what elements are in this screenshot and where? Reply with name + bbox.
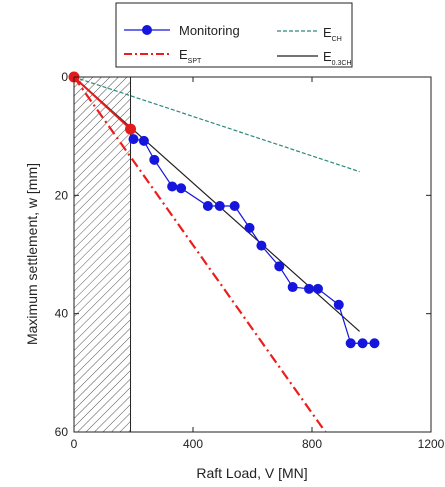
- legend-item-e-03ch: E0.3CH: [277, 49, 352, 67]
- y-axis-title: Maximum settlement, w [mm]: [24, 163, 40, 345]
- monitoring-point: [167, 181, 178, 192]
- monitoring-point: [138, 135, 149, 146]
- monitoring-point: [256, 240, 267, 251]
- monitoring-point: [149, 154, 160, 165]
- series-line-2: [74, 77, 360, 173]
- legend-e-spt-sub: SPT: [188, 58, 202, 65]
- x-tick-label: 400: [183, 437, 203, 451]
- legend: Monitoring ESPT ECH E0.3CH: [115, 2, 353, 68]
- monitoring-point: [345, 338, 356, 349]
- legend-e-spt-label: ESPT: [179, 47, 202, 65]
- legend-e-ch-sub: CH: [332, 36, 342, 43]
- x-axis-title: Raft Load, V [MN]: [196, 465, 307, 481]
- legend-e-ch-main: E: [323, 25, 332, 40]
- monitoring-point: [333, 299, 344, 310]
- monitoring-point: [176, 183, 187, 194]
- legend-e-ch-label: ECH: [323, 25, 342, 43]
- hatched-region-layer: [73, 76, 132, 433]
- plot-area: 0 400 800 1200 0 20 40 60: [55, 70, 445, 451]
- monitoring-point: [128, 134, 139, 145]
- monitoring-point: [287, 282, 298, 293]
- legend-item-e-ch: ECH: [277, 25, 342, 43]
- x-tick-label: 1200: [418, 437, 445, 451]
- legend-item-e-spt: ESPT: [124, 47, 202, 65]
- legend-e-03ch-main: E: [323, 49, 332, 64]
- monitoring-point: [274, 261, 285, 272]
- legend-monitoring-label: Monitoring: [179, 23, 240, 38]
- legend-monitoring-marker: [142, 25, 152, 35]
- x-tick-label: 800: [302, 437, 322, 451]
- monitoring-point: [357, 338, 368, 349]
- y-tick-label: 60: [55, 425, 69, 439]
- legend-e-03ch-label: E0.3CH: [323, 49, 352, 67]
- y-tick-label: 20: [55, 188, 69, 202]
- y-tick-label: 0: [61, 70, 68, 84]
- monitoring-point: [244, 222, 255, 233]
- ticks-layer: 0 400 800 1200 0 20 40 60: [55, 70, 445, 451]
- x-tick-label: 0: [71, 437, 78, 451]
- legend-e-03ch-sub: 0.3CH: [332, 60, 352, 67]
- legend-e-spt-main: E: [179, 47, 188, 62]
- hatched-region: [73, 76, 132, 433]
- marker-layer: [68, 71, 380, 349]
- monitoring-point: [369, 338, 380, 349]
- monitoring-point: [214, 200, 225, 211]
- monitoring-point: [202, 200, 213, 211]
- initial-segment: [74, 77, 132, 130]
- monitoring-point: [312, 283, 323, 294]
- series-line-1: [74, 77, 327, 432]
- monitoring-point: [229, 200, 240, 211]
- y-tick-label: 40: [55, 307, 69, 321]
- monitoring-point: [304, 283, 315, 294]
- highlight-point: [125, 123, 137, 135]
- legend-item-monitoring: Monitoring: [124, 23, 240, 38]
